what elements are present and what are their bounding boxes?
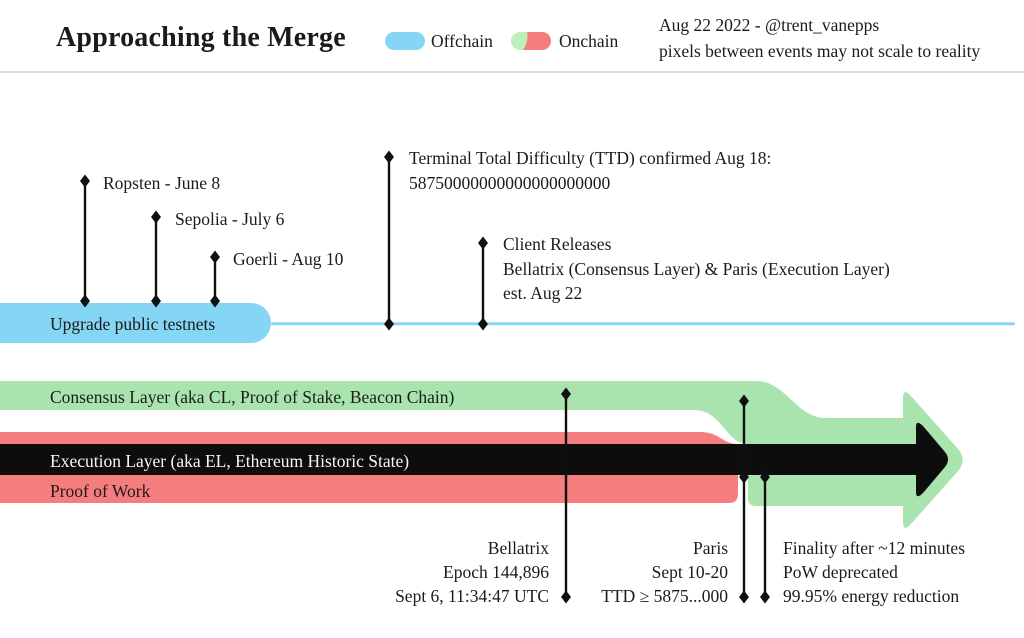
goerli-bottom-diamond — [210, 294, 220, 308]
paris-bottom-diamond — [739, 590, 749, 604]
paris-mid-diamond — [739, 470, 749, 484]
sepolia-bottom-diamond — [151, 294, 161, 308]
ttd-label-line2: 58750000000000000000000 — [409, 173, 611, 193]
ropsten-top-diamond — [80, 174, 90, 188]
client-releases-line2: Bellatrix (Consensus Layer) & Paris (Exe… — [503, 258, 890, 279]
onchain-legend-swatch — [511, 32, 551, 50]
goerli-top-diamond — [210, 250, 220, 264]
credit-line-2: pixels between events may not scale to r… — [659, 41, 981, 61]
paris-annotation: Paris Sept 10-20 TTD ≥ 5875...000 — [601, 536, 728, 608]
execution-layer-arrowhead — [916, 422, 948, 497]
paris-line2: Sept 10-20 — [651, 562, 728, 582]
client-bottom-diamond — [478, 317, 488, 331]
onchain-legend-label: Onchain — [559, 31, 619, 51]
client-releases-line3: est. Aug 22 — [503, 283, 583, 303]
onchain-pill-icon — [511, 32, 551, 50]
bellatrix-annotation: Bellatrix Epoch 144,896 Sept 6, 11:34:47… — [395, 536, 549, 608]
goerli-label: Goerli - Aug 10 — [233, 249, 344, 269]
testnets-bar — [0, 303, 271, 343]
ttd-label-line1: Terminal Total Difficulty (TTD) confirme… — [409, 148, 772, 168]
page-title: Approaching the Merge — [56, 22, 346, 53]
finality-line3: 99.95% energy reduction — [783, 586, 960, 606]
client-releases-label: Client Releases Bellatrix (Consensus Lay… — [503, 232, 890, 306]
ropsten-label: Ropsten - June 8 — [103, 173, 221, 193]
finality-line1: Finality after ~12 minutes — [783, 538, 966, 558]
consensus-layer-band — [0, 381, 910, 475]
paris-line3: TTD ≥ 5875...000 — [601, 586, 728, 606]
pow-track-label: Proof of Work — [50, 481, 151, 501]
offchain-legend-swatch — [385, 32, 425, 50]
sepolia-top-diamond — [151, 210, 161, 224]
client-releases-line1: Client Releases — [503, 234, 612, 254]
ttd-bottom-diamond — [384, 317, 394, 331]
execution-track-label: Execution Layer (aka EL, Ethereum Histor… — [50, 451, 410, 471]
offchain-pill-icon — [385, 32, 425, 50]
paris-line1: Paris — [693, 538, 728, 558]
consensus-track-label: Consensus Layer (aka CL, Proof of Stake,… — [50, 387, 455, 407]
bellatrix-bottom-diamond — [561, 590, 571, 604]
offchain-legend-label: Offchain — [431, 31, 493, 51]
offchain-timeline-line — [271, 322, 1015, 326]
bellatrix-line2: Epoch 144,896 — [443, 562, 549, 582]
bellatrix-line3: Sept 6, 11:34:47 UTC — [395, 586, 549, 606]
testnets-track-label: Upgrade public testnets — [50, 314, 216, 334]
execution-layer-shaft — [0, 444, 922, 475]
ttd-label: Terminal Total Difficulty (TTD) confirme… — [409, 146, 771, 196]
ttd-top-diamond — [384, 150, 394, 164]
finality-bottom-diamond — [760, 590, 770, 604]
bellatrix-line1: Bellatrix — [487, 538, 549, 558]
bellatrix-top-diamond — [561, 387, 571, 401]
finality-annotation: Finality after ~12 minutes PoW deprecate… — [783, 536, 965, 608]
ropsten-bottom-diamond — [80, 294, 90, 308]
client-top-diamond — [478, 236, 488, 250]
credit-line-1: Aug 22 2022 - @trent_vanepps — [659, 15, 880, 35]
finality-top-diamond — [760, 470, 770, 484]
finality-line2: PoW deprecated — [783, 562, 898, 582]
consensus-under-band — [748, 475, 910, 506]
header-divider — [0, 71, 1024, 73]
sepolia-label: Sepolia - July 6 — [175, 209, 285, 229]
credit-note: Aug 22 2022 - @trent_vanepps pixels betw… — [659, 12, 980, 64]
paris-top-diamond — [739, 394, 749, 408]
